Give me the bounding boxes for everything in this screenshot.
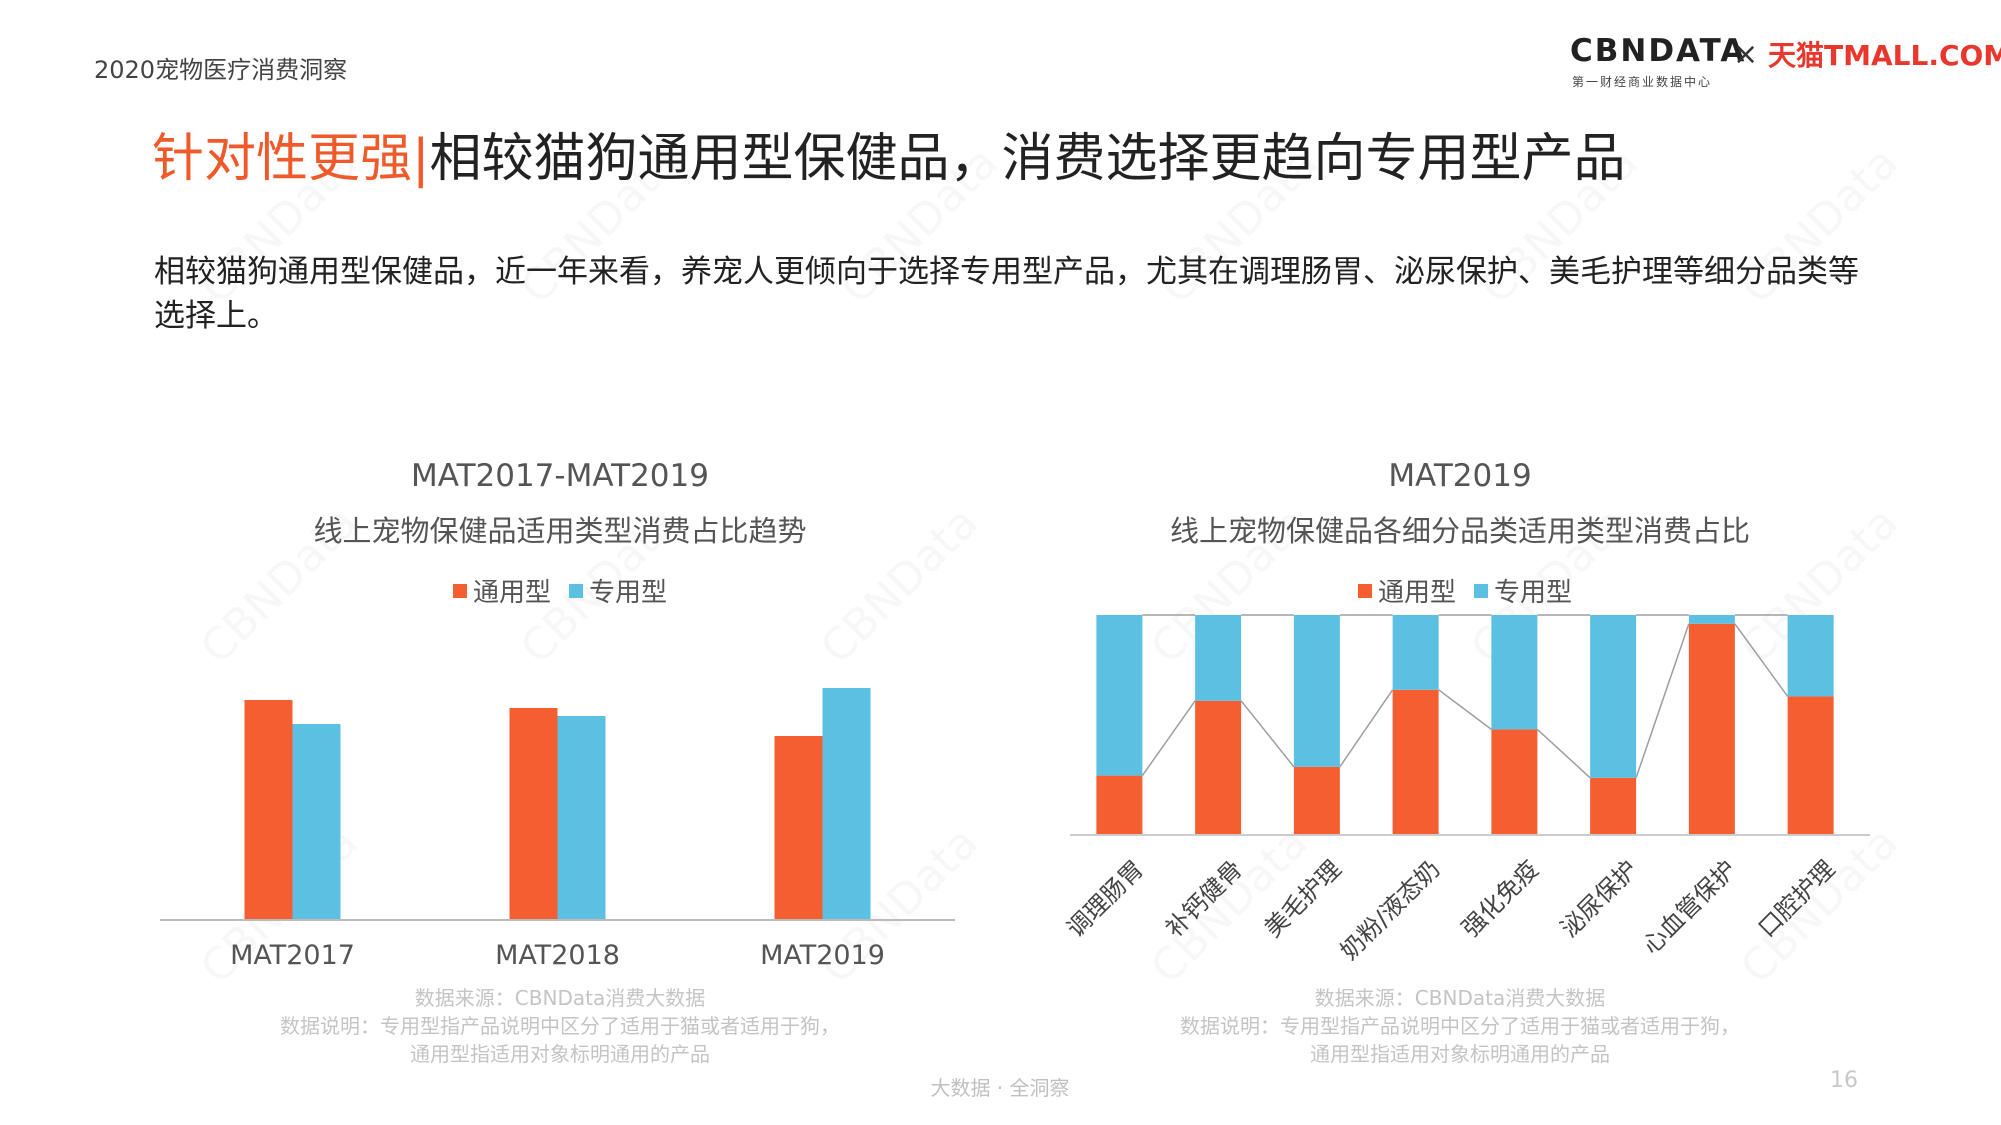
series-connector-line [1734,623,1789,697]
series-connector-line [1141,700,1196,777]
headline-main: 相较猫狗通用型保健品，消费选择更趋向专用型产品 [429,129,1626,189]
x-tick-label: 美毛护理 [1259,855,1347,943]
document-label: 2020宠物医疗消费洞察 [94,56,348,84]
x-tick-label: 补钙健骨 [1160,855,1248,943]
cbndata-logo-subtitle: 第一财经商业数据中心 [1572,75,1713,89]
x-tick-label: 奶粉/液态奶 [1335,855,1445,965]
left-chart-notes: 数据来源：CBNData消费大数据 数据说明：专用型指产品说明中区分了适用于猫或… [160,984,960,1068]
stacked-bar-special [1293,615,1340,767]
bar-special [822,688,871,920]
stacked-bar-special [1195,615,1242,701]
legend-label-special: 专用型 [589,578,668,608]
legend-swatch-special [1474,583,1489,598]
legend-label-special: 专用型 [1494,578,1573,608]
series-connector-line [1536,728,1591,779]
x-tick-label: 调理肠胃 [1062,855,1150,943]
stacked-bar-special [1590,615,1637,778]
right-chart-subtitle: 线上宠物保健品各细分品类适用类型消费占比 [1169,514,1750,548]
left-explain-note-2: 通用型指适用对象标明通用的产品 [410,1042,710,1066]
right-explain-note-2: 通用型指适用对象标明通用的产品 [1310,1042,1610,1066]
legend-swatch-special [569,583,584,598]
x-tick-label: MAT2018 [495,940,620,971]
stacked-bar-special [1491,615,1538,730]
stacked-bar-special [1096,615,1143,776]
series-connector-line [1240,700,1295,768]
stacked-bar-general [1590,777,1637,835]
left-chart-subtitle: 线上宠物保健品适用类型消费占比趋势 [313,514,807,548]
summary-text: 相较猫狗通用型保健品，近一年来看，养宠人更倾向于选择专用型产品，尤其在调理肠胃、… [154,254,1859,334]
legend-item-special: 专用型 [569,572,667,609]
stacked-bar-general [1096,775,1143,835]
stacked-bar-general [1392,689,1439,835]
footer-slogan: 大数据 · 全洞察 [930,1076,1070,1100]
x-tick-label: MAT2019 [760,940,885,971]
x-tick-label: MAT2017 [230,940,355,971]
legend-item-special: 专用型 [1474,572,1572,609]
stacked-bar-general [1293,766,1340,835]
left-bar-chart: MAT2017 MAT2018 MAT2019 [160,688,955,971]
left-chart-legend: 通用型 专用型 [453,572,685,609]
series-connector-line [1339,689,1394,768]
legend-item-general: 通用型 [1358,572,1456,609]
cbndata-logo: CBNDATA [1570,33,1747,69]
series-connector-line [1635,623,1690,779]
legend-item-general: 通用型 [453,572,551,609]
right-source-note: 数据来源：CBNData消费大数据 [1314,986,1606,1010]
right-chart-notes: 数据来源：CBNData消费大数据 数据说明：专用型指产品说明中区分了适用于猫或… [1060,984,1860,1068]
stacked-bar-general [1787,696,1834,835]
x-tick-label: 泌尿保护 [1555,855,1643,943]
x-tick-label: 心血管保护 [1637,855,1742,960]
legend-label-general: 通用型 [473,578,552,608]
series-connector-line [1438,689,1492,730]
x-tick-label: 口腔护理 [1753,855,1841,943]
page-headline: 针对性更强|相较猫狗通用型保健品，消费选择更趋向专用型产品 [152,128,1626,190]
left-explain-note-1: 数据说明：专用型指产品说明中区分了适用于猫或者适用于狗， [280,1014,840,1038]
legend-swatch-general [1358,583,1372,598]
stacked-bar-special [1392,615,1439,690]
bar-special [292,724,341,920]
tmall-logo: 天猫TMALL.COM [1768,39,2001,72]
stacked-bar-general [1491,729,1538,835]
bar-special [557,716,606,920]
legend-swatch-general [453,583,467,598]
stacked-bar-special [1688,615,1735,624]
headline-separator: | [412,129,430,189]
stacked-bar-general [1688,623,1735,835]
right-chart-title: MAT2019 [1388,458,1532,494]
bar-general [774,736,823,920]
left-source-note: 数据来源：CBNData消费大数据 [414,986,706,1010]
stacked-bar-special [1787,615,1834,697]
headline-accent: 针对性更强 [152,129,413,189]
stacked-bar-general [1195,700,1242,835]
legend-label-general: 通用型 [1378,578,1457,608]
page-number: 16 [1830,1068,1858,1093]
bar-general [509,708,558,920]
x-tick-label: 强化免疫 [1457,855,1545,943]
right-chart-legend: 通用型 专用型 [1358,572,1590,609]
logo-separator-icon: × [1733,37,1759,72]
left-chart-title: MAT2017-MAT2019 [411,458,709,494]
bar-general [244,700,293,920]
right-explain-note-1: 数据说明：专用型指产品说明中区分了适用于猫或者适用于狗， [1180,1014,1740,1038]
